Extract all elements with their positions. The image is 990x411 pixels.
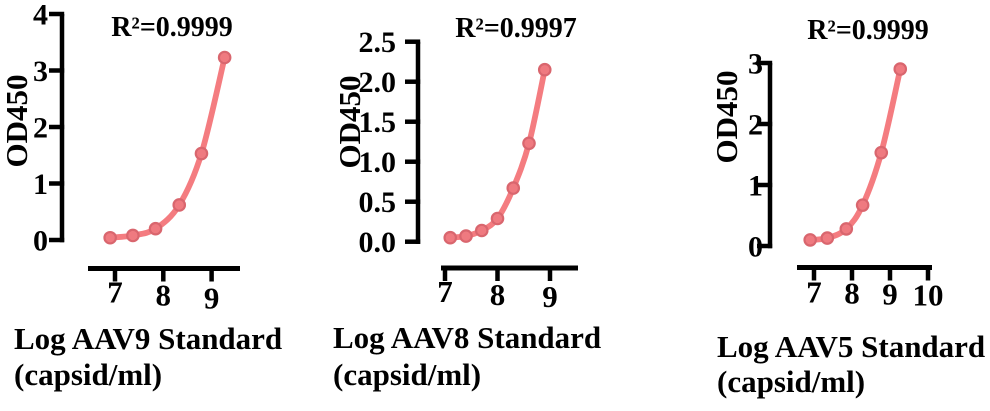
x-axis-title-line1: Log AAV9 Standard [14,321,282,356]
x-tick-label: 8 [844,276,860,311]
y-tick-label: 2 [748,109,763,142]
chart-svg-aav9: R²=0.9999 OD450 0 1 2 3 4 7 8 9 Log AAV9 Standa… [0,0,282,392]
x-axis-title-line2: (capsid/ml) [14,357,162,392]
x-tick-label: 9 [542,279,558,314]
x-axis-title-line2: (capsid/ml) [333,357,481,392]
y-tick-label: 2 [33,112,48,145]
data-point [194,146,209,161]
data-point [474,223,489,238]
data-point [537,62,552,77]
y-tick-label: 2.0 [359,66,397,99]
x-tick-label: 10 [913,278,944,313]
data-point [148,221,163,236]
x-tick-label: 7 [437,274,453,309]
y-axis-title: OD450 [0,75,34,168]
data-point [839,222,854,236]
data-point [103,230,117,245]
data-point [459,229,473,243]
chart-panel-aav5: R²=0.9999 OD450 0 1 2 3 7 8 9 10 Log AAV5 Stand… [660,0,990,411]
y-tick-label: 4 [33,0,48,32]
y-tick-label: 0 [33,225,48,258]
y-tick-label: 2.5 [359,26,397,59]
data-point [803,233,817,247]
x-tick-label: 9 [204,281,220,316]
data-point [506,181,521,195]
r-squared-label: R²=0.9997 [455,13,577,44]
data-point [490,211,505,226]
data-point [874,145,889,160]
y-tick-label: 0.0 [359,226,397,259]
data-point [217,50,232,65]
standard-curve [107,54,228,241]
y-axis-title: OD450 [332,76,367,169]
x-axis-title-line1: Log AAV8 Standard [333,320,601,355]
y-tick-label: 3 [748,48,763,81]
x-tick-label: 7 [806,275,822,310]
x-tick-label: 7 [107,275,123,310]
x-axis-title-line2: (capsid/ml) [717,364,865,399]
chart-svg-aav8: R²=0.9997 OD450 0.0 0.5 1.0 1.5 2.0 2.5 7 8 9 Lo… [332,13,601,392]
data-point [172,198,187,212]
data-point [443,230,458,245]
chart-panel-aav8: R²=0.9997 OD450 0.0 0.5 1.0 1.5 2.0 2.5 7 8 9 Lo… [330,0,660,411]
y-tick-label: 1 [748,170,763,203]
y-tick-label: 0 [748,231,763,264]
data-point [820,231,835,245]
data-point [893,62,908,76]
y-axis-title: OD450 [709,71,744,164]
y-tick-label: 1.0 [359,146,397,179]
data-point [522,136,536,151]
y-tick-label: 0.5 [359,186,397,219]
r-squared-label: R²=0.9999 [807,15,929,46]
y-tick-label: 1 [33,168,48,201]
r-squared-label: R²=0.9999 [111,12,233,43]
data-point [855,198,870,212]
chart-svg-aav5: R²=0.9999 OD450 0 1 2 3 7 8 9 10 Log AAV5 Stand… [709,15,985,399]
data-point [126,228,140,243]
x-axis-title-line1: Log AAV5 Standard [717,329,985,364]
plot-area-aav5: 0 1 2 3 7 8 9 10 [748,48,944,313]
x-tick-label: 8 [490,277,506,312]
x-tick-label: 8 [156,278,172,313]
plot-area-aav9: 0 1 2 3 4 7 8 9 [33,0,240,316]
y-tick-label: 3 [33,55,48,88]
x-tick-label: 9 [882,277,898,312]
plot-area-aav8: 0.0 0.5 1.0 1.5 2.0 2.5 7 8 9 [359,26,578,314]
y-tick-label: 1.5 [359,106,397,139]
